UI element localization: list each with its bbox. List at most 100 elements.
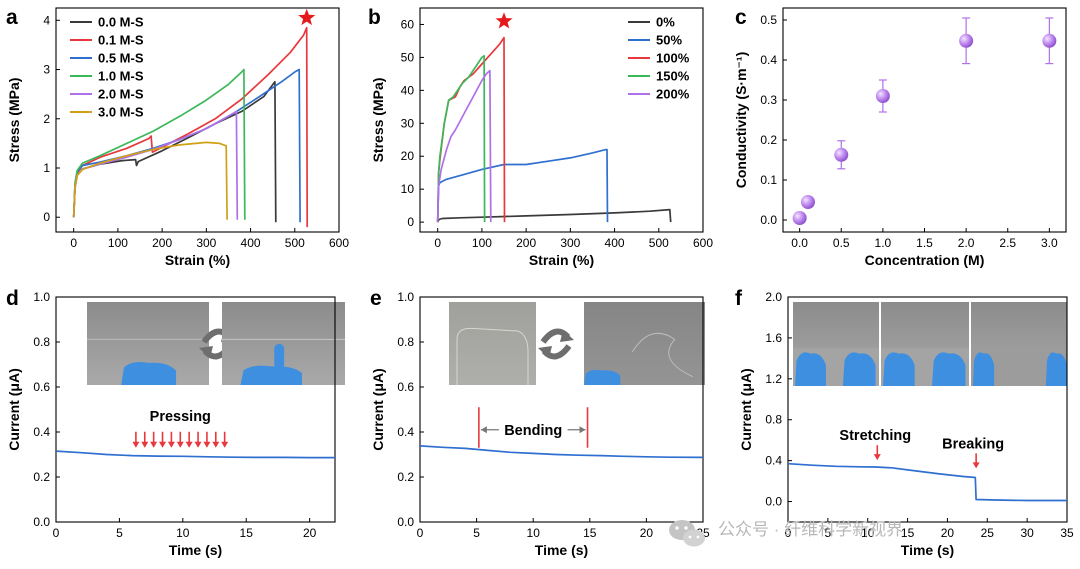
down-arrow-marker [203, 431, 211, 448]
panel-b: b 0 100 200 300 400 500 600 0 10 20 30 40 50 60 Strain … [368, 6, 713, 268]
panel-a: a 0 100 200 300 400 500 600 0 1 2 3 4 Strain (%) Stres… [6, 6, 349, 268]
series-line-a-3 [72, 68, 246, 220]
down-arrow-marker [873, 445, 881, 461]
y-tick-label: 1.2 [765, 372, 782, 386]
x-tick-label: 400 [605, 236, 625, 250]
series-line-f-0 [788, 462, 1067, 502]
y-tick-label: 0.0 [765, 495, 782, 509]
y-tick-label: 0.8 [397, 335, 414, 349]
legend-label: 2.0 M-S [98, 87, 144, 102]
x-axis-label: Time (s) [169, 542, 222, 558]
watermark-text: 公众号 · 纤维科学新视界 [718, 520, 903, 539]
y-tick-label: 1 [43, 161, 50, 175]
x-axis-label: Time (s) [901, 542, 954, 558]
y-tick-label: 40 [401, 83, 415, 97]
x-tick-label: 300 [560, 236, 580, 250]
series-line-b-0 [436, 208, 672, 223]
data-point [792, 211, 807, 225]
axes-frame [419, 7, 704, 233]
y-tick-label: 3 [43, 63, 50, 77]
x-tick-label: 100 [108, 236, 128, 250]
panel-label-c: c [735, 6, 747, 29]
x-tick-label: 10 [861, 526, 875, 540]
x-tick-label: 3.0 [1041, 236, 1058, 250]
x-tick-label: 25 [981, 526, 995, 540]
x-tick-label: 10 [176, 526, 190, 540]
annotation-stretching: Stretching [839, 428, 911, 444]
down-arrow-marker [212, 431, 220, 448]
legend-label: 3.0 M-S [98, 105, 144, 120]
series-line-b-3 [436, 54, 486, 223]
axes-frame [55, 296, 336, 523]
y-tick-label: 0 [407, 215, 414, 229]
down-arrow-marker [221, 431, 229, 448]
y-tick-label: 0.4 [765, 454, 782, 468]
x-tick-label: 30 [1020, 526, 1034, 540]
down-arrow-marker [194, 431, 202, 448]
down-arrow-marker [176, 431, 184, 448]
y-tick-label: 0 [43, 210, 50, 224]
legend-label: 0.1 M-S [98, 33, 144, 48]
y-tick-label: 0.3 [760, 93, 777, 107]
y-tick-label: 0.1 [760, 173, 777, 187]
x-tick-label: 500 [649, 236, 669, 250]
data-point [959, 33, 974, 48]
x-axis-label: Strain (%) [165, 252, 230, 268]
y-tick-label: 4 [43, 13, 50, 27]
y-tick-label: 0.0 [760, 213, 777, 227]
series-line-a-4 [72, 110, 239, 220]
legend-label: 0.0 M-S [98, 15, 144, 30]
x-tick-label: 100 [472, 236, 492, 250]
down-arrow-marker [150, 431, 158, 448]
data-point [1042, 33, 1057, 48]
y-tick-label: 0.4 [760, 53, 777, 67]
photo-stretch-mid [881, 302, 969, 386]
glove-hand [584, 369, 621, 385]
plot-area [436, 36, 672, 223]
series-line-e-0 [420, 445, 703, 459]
y-tick-label: 0.0 [33, 515, 50, 529]
y-tick-label: 2.0 [765, 290, 782, 304]
panel-d: d 0 5 10 15 20 0.0 0.2 0.4 0.6 0.8 1.0 Time (s) Curre… [6, 287, 345, 558]
x-tick-label: 600 [693, 236, 713, 250]
x-tick-label: 0 [417, 526, 424, 540]
x-tick-label: 0 [785, 526, 792, 540]
panel-f: f 0 5 10 15 20 25 30 35 0.0 0.4 0.8 1.2 1.6 2.0 Time (s… [735, 287, 1074, 558]
y-tick-label: 10 [401, 182, 415, 196]
y-axis-label: Current (μA) [370, 368, 386, 450]
legend-label: 100% [656, 51, 690, 66]
x-axis-label: Strain (%) [529, 252, 594, 268]
y-tick-label: 0.4 [33, 425, 50, 439]
plot-area [420, 445, 703, 459]
photo-pressing-released [87, 302, 209, 385]
x-tick-label: 0.0 [791, 236, 808, 250]
panel-c: c 0.0 0.5 1.0 1.5 2.0 2.5 3.0 0.0 0.1 0.2 0.3 0.4 0.5… [733, 6, 1067, 268]
x-tick-label: 5 [473, 526, 480, 540]
glove-hand [1045, 352, 1067, 386]
down-arrow-marker [185, 431, 193, 448]
legend-label: 0% [656, 15, 675, 30]
data-point [875, 89, 890, 103]
y-axis-label: Stress (MPa) [370, 78, 386, 163]
y-tick-label: 30 [401, 116, 415, 130]
y-axis-label: Stress (MPa) [6, 78, 22, 163]
y-tick-label: 20 [401, 149, 415, 163]
panel-label-d: d [6, 287, 19, 310]
y-tick-label: 1.0 [397, 290, 414, 304]
down-arrow-marker [141, 431, 149, 448]
panel-label-a: a [6, 6, 18, 29]
x-tick-label: 5 [825, 526, 832, 540]
x-tick-label: 35 [1060, 526, 1074, 540]
down-arrow-marker [972, 453, 980, 469]
data-point [834, 147, 849, 162]
x-tick-label: 600 [329, 236, 349, 250]
series-line-b-4 [436, 69, 492, 223]
wechat-icon [669, 520, 705, 547]
y-tick-label: 0.6 [33, 380, 50, 394]
y-axis-label: Conductivity (S·m⁻¹) [733, 52, 749, 189]
legend-label: 50% [656, 33, 682, 48]
photo-stretch-start [793, 302, 879, 386]
legend-label: 200% [656, 87, 690, 102]
